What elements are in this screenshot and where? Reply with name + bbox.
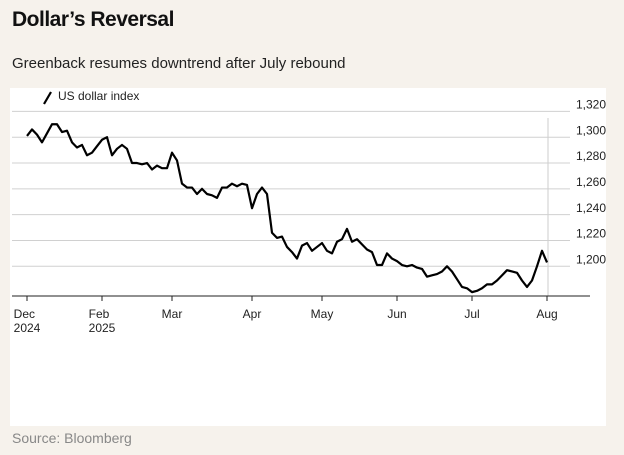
y-tick-label: 1,260 (576, 175, 606, 189)
x-tick-label: Apr (242, 307, 262, 321)
y-tick-label: 1,240 (576, 201, 606, 215)
x-tick-label: Jun (387, 307, 407, 321)
line-series (26, 123, 549, 294)
x-tick-label: Feb 2025 (88, 307, 116, 335)
y-tick-label: 1,280 (576, 149, 606, 163)
x-tick-label: May (310, 307, 334, 321)
title: Dollar’s Reversal (12, 8, 174, 31)
y-tick-label: 1,320 (576, 98, 606, 112)
x-tick-label: Mar (161, 307, 183, 321)
y-tick-label: 1,200 (576, 252, 606, 266)
y-tick-label: 1,220 (576, 227, 606, 241)
source: Source: Bloomberg (12, 430, 132, 446)
x-tick-label: Aug (536, 307, 558, 321)
y-tick-label: 1,300 (576, 123, 606, 137)
x-tick-label: Jul (464, 307, 480, 321)
subtitle: Greenback resumes downtrend after July r… (12, 55, 346, 72)
legend-swatch (43, 91, 52, 105)
x-tick-label: Dec 2024 (13, 307, 41, 335)
legend-label: US dollar index (58, 89, 139, 103)
